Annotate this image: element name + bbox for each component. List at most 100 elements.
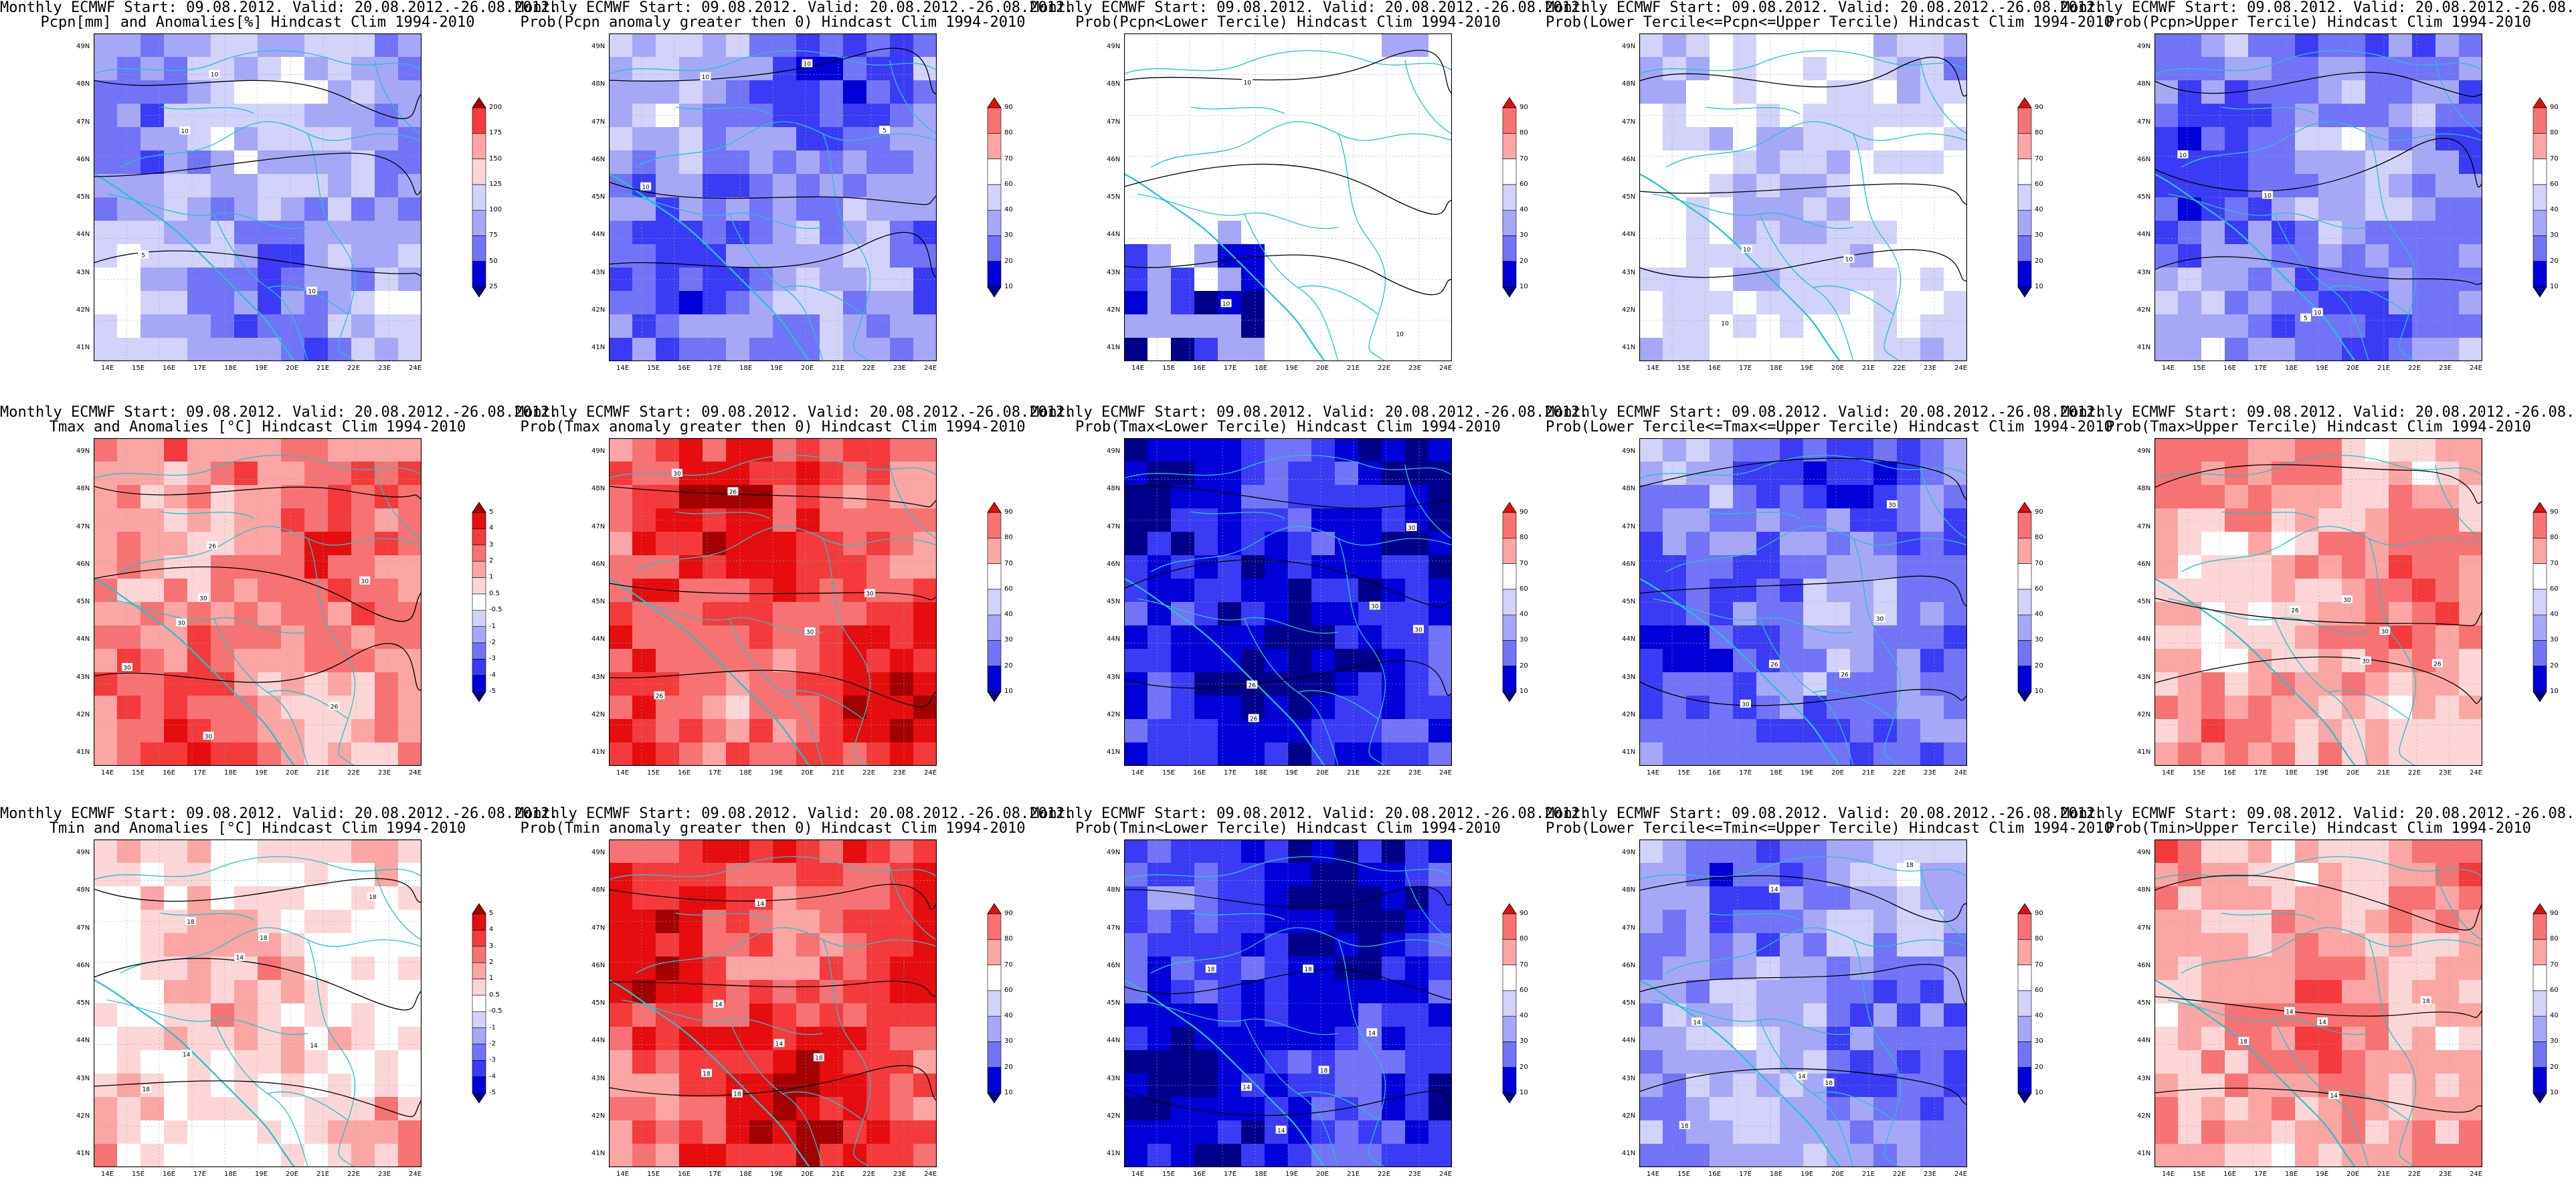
field-cell <box>890 1097 914 1121</box>
map-frame <box>609 839 937 1167</box>
contour-line <box>94 486 422 500</box>
lon-tick-label: 21E <box>1862 365 1875 372</box>
field-cell <box>679 863 703 887</box>
field-cell <box>398 1027 422 1051</box>
field-cell <box>1897 338 1921 361</box>
field-cell <box>2201 886 2225 910</box>
contour-label: 30 <box>1888 502 1896 509</box>
field-cell <box>1733 221 1757 245</box>
field-cell <box>796 1027 820 1051</box>
field-cell <box>749 863 773 887</box>
field-cell <box>304 221 329 245</box>
field-cell <box>328 174 352 198</box>
field-cell <box>1288 291 1312 315</box>
colorbar-bin <box>1502 132 1517 159</box>
field-cell <box>656 555 680 579</box>
field-cell <box>1780 244 1804 268</box>
field-cell <box>679 1144 703 1167</box>
field-cell <box>1663 1144 1687 1167</box>
colorbar-bin <box>2017 913 2032 940</box>
lon-tick-label: 19E <box>1285 365 1299 372</box>
field-cell <box>703 150 727 175</box>
colorbar-tick-label: 30 <box>1004 231 1013 239</box>
lat-tick-label: 48N <box>1622 485 1636 493</box>
lat-tick-label: 49N <box>2137 447 2151 455</box>
field-cell <box>1405 174 1429 198</box>
field-cell <box>304 719 329 743</box>
field-cell <box>1780 314 1804 338</box>
field-cell <box>749 980 773 1004</box>
field-cell <box>141 579 165 603</box>
field-cell <box>609 1003 633 1027</box>
field-cell <box>1358 485 1382 509</box>
field-cell <box>258 1050 282 1074</box>
field-cell <box>1686 625 1710 649</box>
field-cell <box>1241 314 1265 338</box>
field-cell <box>351 338 375 361</box>
field-cell <box>1171 462 1195 486</box>
field-cell <box>1733 980 1757 1004</box>
contour-label: 10 <box>702 74 710 81</box>
field-cell <box>1311 532 1336 556</box>
field-cell <box>1803 80 1827 104</box>
field-cell <box>1850 1050 1874 1074</box>
field-cell <box>1218 579 1242 603</box>
field-cell <box>187 291 211 315</box>
field-cell <box>773 150 797 175</box>
field-cell <box>2435 625 2460 649</box>
colorbar-tick-label: 70 <box>1004 155 1013 163</box>
field-cell <box>1639 910 1663 934</box>
field-cell <box>2459 314 2482 338</box>
lat-tick-label: 42N <box>1107 306 1121 314</box>
field-cell <box>2178 839 2202 864</box>
contour-line <box>609 181 937 205</box>
field-cell <box>1920 174 1944 198</box>
country-border <box>267 690 349 720</box>
field-cell <box>2435 602 2460 626</box>
field-cell <box>398 174 422 198</box>
field-cell <box>141 839 165 864</box>
field-cell <box>1218 57 1242 81</box>
field-cell <box>1311 649 1336 673</box>
field-cell <box>258 886 282 910</box>
field-cell <box>141 532 165 556</box>
colorbar-bin <box>2533 159 2547 185</box>
contour-label-box <box>1369 601 1380 610</box>
field-cell <box>913 742 937 766</box>
field-cell <box>2295 174 2319 198</box>
field-cell <box>141 1003 165 1027</box>
field-cell <box>1733 197 1757 221</box>
field-cell <box>351 1144 375 1167</box>
colorbar-tick-label: 90 <box>1004 104 1013 111</box>
field-cell <box>890 649 914 673</box>
colorbar-bin <box>2017 107 2032 134</box>
field-cell <box>773 438 797 462</box>
field-cell <box>1405 742 1429 766</box>
field-cell <box>2178 1144 2202 1167</box>
field-cell <box>1124 742 1148 766</box>
field-cell <box>1663 625 1687 649</box>
lon-tick-label: 17E <box>1739 365 1752 372</box>
field-cell <box>2342 980 2366 1004</box>
field-cell <box>1382 291 1406 315</box>
country-border <box>160 106 255 114</box>
field-cell <box>1873 555 1898 579</box>
colorbar-tick-label: 80 <box>1520 935 1528 943</box>
lon-tick-label: 20E <box>286 365 299 372</box>
field-cell <box>773 579 797 603</box>
country-border <box>2167 193 2369 229</box>
lon-tick-label: 16E <box>163 365 176 372</box>
panel-header: Monthly ECMWF Start: 09.08.2012. Valid: … <box>1030 404 1589 421</box>
contour-line <box>94 80 422 119</box>
field-cell <box>304 602 329 626</box>
country-border <box>1639 856 1967 880</box>
field-cell <box>187 839 211 864</box>
lat-tick-label: 41N <box>76 1150 90 1157</box>
field-cell <box>2412 1027 2436 1051</box>
field-cell <box>304 649 329 673</box>
field-cell <box>843 555 867 579</box>
field-cell <box>234 886 258 910</box>
field-cell <box>773 1097 797 1121</box>
field-cell <box>703 314 727 338</box>
field-cell <box>1265 80 1289 104</box>
